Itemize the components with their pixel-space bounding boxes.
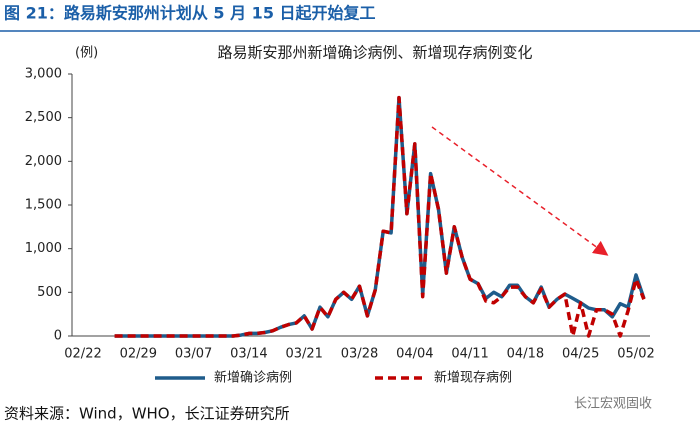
y-tick-label: 500 xyxy=(37,285,62,300)
y-tick-label: 2,500 xyxy=(25,110,62,125)
y-unit: (例) xyxy=(75,46,98,61)
source-note: 资料来源：Wind，WHO，长江证券研究所 xyxy=(4,405,290,423)
x-tick-label: 03/21 xyxy=(285,347,322,362)
x-tick-label: 02/29 xyxy=(120,347,157,362)
legend-label: 新增现存病例 xyxy=(434,370,512,386)
legend-label: 新增确诊病例 xyxy=(214,370,292,386)
x-tick-label: 04/18 xyxy=(507,347,544,362)
watermark: 长江宏观固收 xyxy=(574,397,652,412)
x-tick-label: 03/14 xyxy=(230,347,267,362)
x-tick-label: 03/07 xyxy=(175,347,212,362)
x-tick-label: 02/22 xyxy=(64,347,101,362)
x-tick-label: 05/02 xyxy=(617,347,654,362)
y-tick-label: 1,500 xyxy=(25,198,62,213)
x-tick-label: 04/04 xyxy=(396,347,433,362)
y-tick-label: 1,000 xyxy=(25,241,62,256)
series-line xyxy=(114,95,646,338)
y-tick-label: 3,000 xyxy=(25,67,62,82)
x-tick-label: 04/11 xyxy=(451,347,488,362)
series-line xyxy=(114,95,646,338)
figure-title: 图 21：路易斯安那州计划从 5 月 15 日起开始复工 xyxy=(4,4,376,23)
y-tick-label: 2,000 xyxy=(25,154,62,169)
x-tick-label: 03/28 xyxy=(341,347,378,362)
x-tick-label: 04/25 xyxy=(562,347,599,362)
y-tick-label: 0 xyxy=(54,329,62,344)
chart-title: 路易斯安那州新增确诊病例、新增现存病例变化 xyxy=(217,44,532,62)
